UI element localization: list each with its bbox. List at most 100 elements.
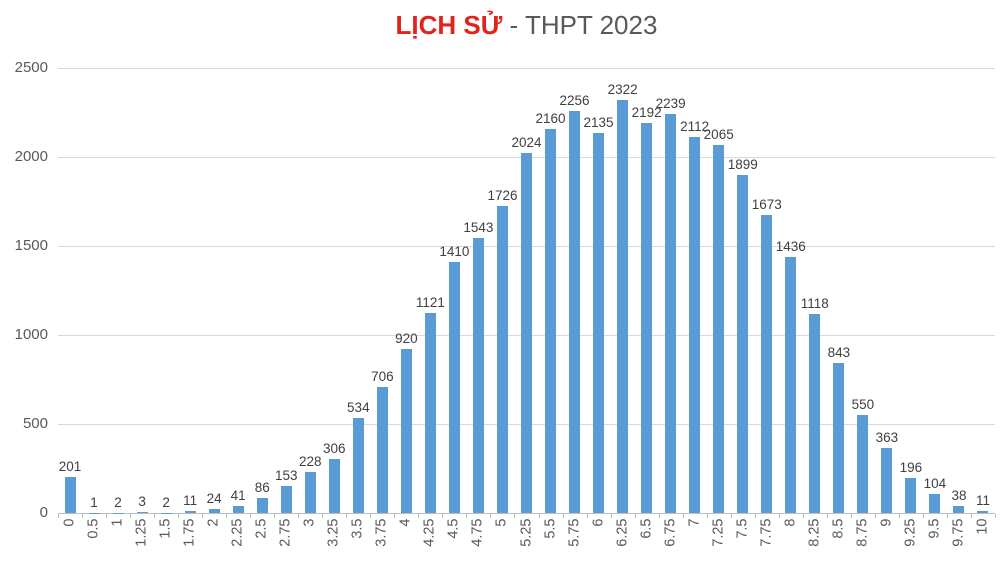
bar-value-label: 843 [827,344,851,360]
bar [472,238,484,513]
bar [304,472,316,513]
bar-value-label: 228 [299,454,322,470]
bar-value-label: 920 [395,331,418,347]
axis-tick [106,514,108,518]
x-axis-label: 8.5 [830,518,847,539]
bar-value-label: 11 [183,493,198,509]
x-axis-label: 7.25 [710,518,727,547]
axis-tick [706,514,708,518]
x-axis-label: 6.5 [638,518,655,539]
bar-value-label: 104 [923,476,947,492]
chart-title-exam: - THPT 2023 [502,10,658,40]
bar [617,99,629,513]
axis-tick [970,514,972,518]
y-axis-label: 2000 [14,148,48,165]
bar [376,387,388,513]
x-axis-label: 9.25 [902,518,919,547]
x-axis-label: 4.5 [445,518,462,539]
bar [737,174,749,513]
bar-value-label: 2135 [583,114,614,130]
axis-tick [874,514,876,518]
x-axis-label: 9.5 [926,518,943,539]
axis-tick [778,514,780,518]
bar [665,114,677,513]
x-axis-line [58,513,995,514]
bar-value-label: 153 [274,467,298,483]
axis-tick [850,514,852,518]
axis-tick [298,514,300,518]
axis-tick [346,514,348,518]
axis-tick [154,514,156,518]
x-axis-label: 2 [205,518,222,527]
bar-value-label: 3 [138,494,146,510]
axis-tick [682,514,684,518]
axis-tick [322,514,324,518]
bar-value-label: 2112 [680,119,710,135]
axis-tick [658,514,660,518]
axis-tick [730,514,732,518]
x-axis-label: 7 [686,518,703,527]
bar [208,508,220,513]
x-axis-label: 2.25 [229,518,246,547]
y-axis-label: 1500 [14,237,48,254]
bar-value-label: 38 [951,488,967,504]
y-axis-label: 0 [39,504,48,521]
axis-tick [610,514,612,518]
axis-tick [274,514,276,518]
x-axis-label: 3.75 [373,518,390,547]
axis-tick [130,514,132,518]
bar [809,313,821,513]
axis-tick [202,514,204,518]
bar-value-label: 1121 [415,295,445,311]
gridline [58,68,995,69]
x-axis-label: 5.25 [518,518,534,547]
bar-value-label: 1726 [487,187,518,203]
bar-value-label: 41 [230,487,246,503]
bar [232,505,244,513]
bar-value-label: 1118 [800,295,829,311]
bar [689,137,701,513]
axis-tick [562,514,564,518]
x-axis-label: 1.25 [133,518,150,547]
x-axis-label: 7.75 [758,518,775,547]
bar [953,506,965,513]
axis-tick [826,514,828,518]
x-axis-label: 5.5 [542,518,559,539]
x-axis-label: 6 [590,518,607,527]
bar [328,458,340,513]
bar-value-label: 2024 [511,134,542,150]
bar [785,257,797,513]
x-axis-label: 4.75 [469,518,486,547]
axis-tick [466,514,468,518]
bar [977,511,989,513]
axis-tick [946,514,948,518]
axis-tick [250,514,252,518]
bar-value-label: 2256 [559,93,590,109]
x-axis-label: 5.75 [566,518,583,547]
x-axis-label: 3.25 [325,518,342,547]
axis-tick [538,514,540,518]
bar [713,145,725,513]
bar-value-label: 86 [254,479,270,495]
x-axis-label: 8 [782,518,799,527]
x-axis-label: 3.5 [349,518,366,539]
x-axis-label: 1.75 [181,518,198,547]
x-axis-label: 1 [109,518,126,527]
bar [256,497,268,513]
axis-tick [58,514,59,518]
x-axis-label: 3 [301,518,318,527]
axis-tick [922,514,924,518]
x-axis-label: 0.5 [85,518,102,539]
y-axis-label: 2500 [14,59,48,76]
axis-tick [634,514,636,518]
x-axis-label: 2.75 [277,518,294,547]
y-axis-label: 1000 [14,326,48,343]
axis-tick [226,514,228,518]
bar [496,205,508,513]
bar [64,477,76,513]
bar [833,362,845,513]
x-axis-label: 6.25 [614,518,631,547]
x-axis-label: 9.75 [950,518,967,547]
axis-tick [370,514,372,518]
